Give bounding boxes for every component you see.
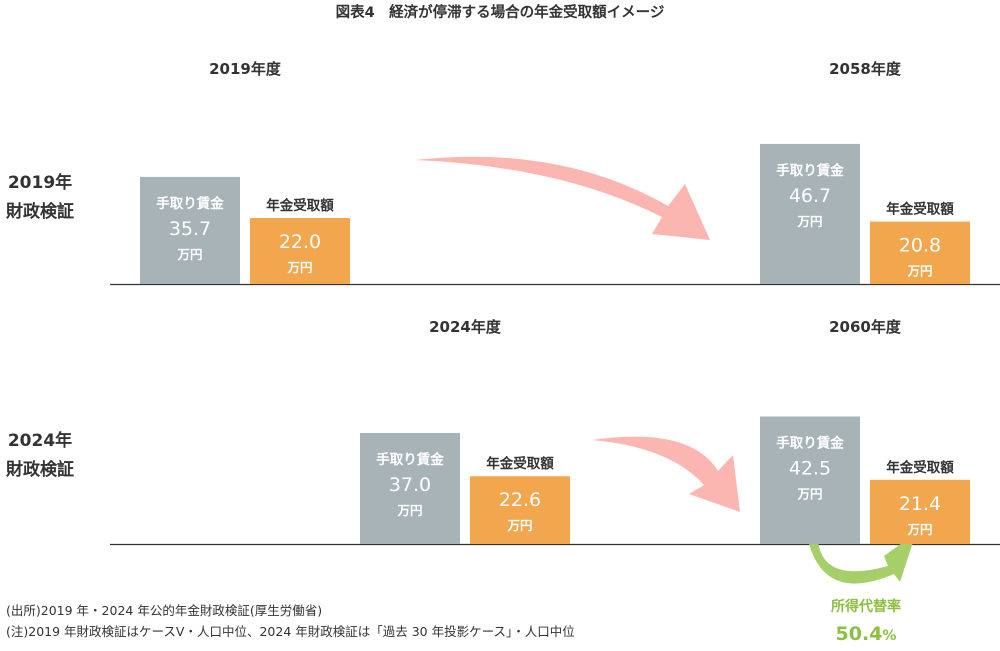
chart-title: 図表4 経済が停滞する場合の年金受取額イメージ — [336, 3, 665, 21]
transition-arrow-icon-top — [415, 156, 710, 240]
source-notes: (出所)2019 年・2024 年公的年金財政検証(厚生労働省) (注)2019… — [6, 600, 575, 642]
take-home-label-p1-g0: 手取り賃金 — [376, 451, 444, 468]
take-home-unit-p0-g0: 万円 — [176, 247, 202, 262]
pension-label-p0-g0: 年金受取額 — [266, 197, 334, 214]
pension-unit-p1-g1: 万円 — [906, 522, 932, 537]
bars-layer: 手取り賃金35.7万円年金受取額22.0万円手取り賃金46.7万円年金受取額20… — [140, 143, 970, 544]
year-label-2024: 2024年度 — [429, 318, 502, 336]
take-home-bar-p1-g0 — [360, 433, 460, 544]
pension-bar-p1-g1 — [870, 479, 970, 544]
pension-value-p1-g0: 22.6 — [499, 489, 541, 511]
note-caveat: (注)2019 年財政検証はケースⅤ・人口中位、2024 年財政検証は「過去 3… — [6, 624, 575, 639]
pension-unit-p0-g1: 万円 — [906, 264, 932, 279]
pension-bar-p1-g0 — [470, 476, 570, 544]
replacement-rate-number: 50.4 — [836, 623, 883, 645]
row-label-2019-line2: 財政検証 — [5, 201, 74, 222]
take-home-label-p1-g1: 手取り賃金 — [776, 435, 844, 452]
take-home-bar-p0-g1 — [760, 143, 860, 284]
pension-unit-p0-g0: 万円 — [286, 260, 312, 275]
pension-label-p1-g0: 年金受取額 — [486, 455, 554, 472]
take-home-bar-p0-g0 — [140, 176, 240, 284]
pension-label-p0-g1: 年金受取額 — [886, 201, 954, 218]
year-label-2060: 2060年度 — [829, 318, 902, 336]
replacement-rate-label: 所得代替率 — [831, 598, 901, 615]
row-label-2019-line1: 2019年 — [8, 172, 72, 193]
note-source: (出所)2019 年・2024 年公的年金財政検証(厚生労働省) — [6, 603, 323, 618]
pension-bar-p0-g1 — [870, 221, 970, 284]
replacement-rate-arrow-icon — [808, 533, 916, 584]
row-label-2024-line2: 財政検証 — [5, 459, 74, 480]
take-home-value-p0-g0: 35.7 — [169, 218, 211, 240]
pension-label-p1-g1: 年金受取額 — [886, 459, 954, 476]
pension-unit-p1-g0: 万円 — [506, 518, 532, 533]
pension-value-p0-g0: 22.0 — [279, 231, 321, 253]
row-label-2024-line1: 2024年 — [8, 430, 72, 451]
year-label-2058: 2058年度 — [829, 60, 902, 78]
take-home-label-p0-g0: 手取り賃金 — [156, 195, 224, 212]
pension-bar-p0-g0 — [250, 218, 350, 284]
pension-value-p1-g1: 21.4 — [899, 493, 941, 515]
replacement-rate-value: 50.4% — [836, 623, 897, 645]
transition-arrow-icon-bottom — [592, 436, 740, 512]
year-label-2019: 2019年度 — [209, 60, 282, 78]
take-home-bar-p1-g1 — [760, 416, 860, 544]
take-home-label-p0-g1: 手取り賃金 — [776, 162, 844, 179]
take-home-unit-p0-g1: 万円 — [796, 214, 822, 229]
replacement-rate-unit: % — [882, 628, 896, 644]
take-home-unit-p1-g1: 万円 — [796, 487, 822, 502]
take-home-value-p1-g1: 42.5 — [789, 458, 831, 480]
take-home-value-p1-g0: 37.0 — [389, 474, 431, 496]
take-home-unit-p1-g0: 万円 — [396, 503, 422, 518]
take-home-value-p0-g1: 46.7 — [789, 185, 831, 207]
pension-value-p0-g1: 20.8 — [899, 235, 941, 257]
